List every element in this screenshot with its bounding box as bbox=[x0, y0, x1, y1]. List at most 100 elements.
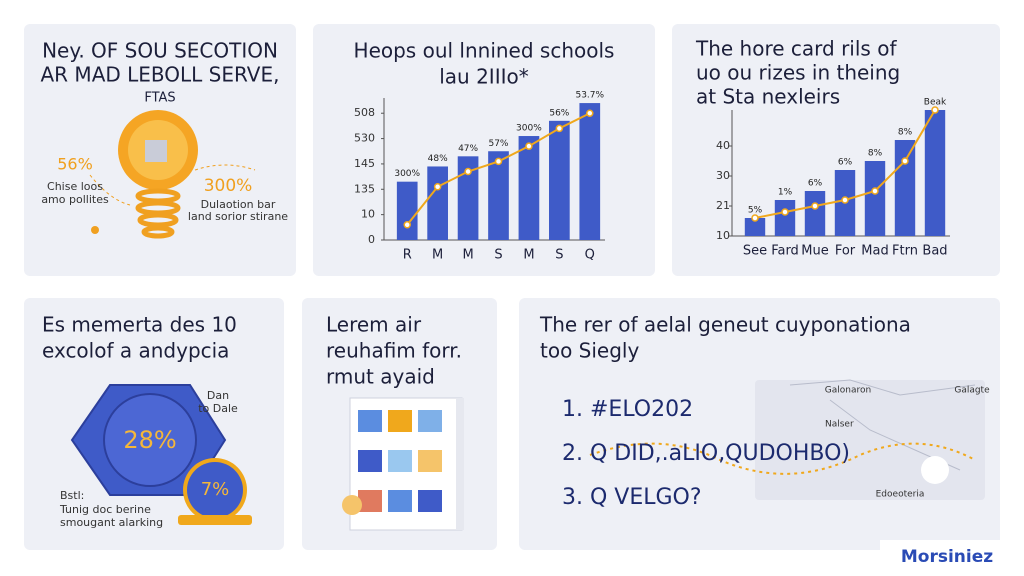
chart-subtitle: at Sta nexleirs bbox=[696, 85, 840, 109]
annotation: 8% bbox=[898, 128, 913, 138]
stat-value: 28% bbox=[123, 426, 176, 454]
footer-text: Bstl: bbox=[60, 489, 84, 502]
annotation: 6% bbox=[808, 179, 823, 189]
footer-text: Tunig doc berine bbox=[59, 503, 151, 516]
x-tick-label: Ftrn bbox=[892, 244, 918, 259]
book-icon bbox=[342, 397, 464, 531]
y-tick-label: 40 bbox=[716, 139, 730, 152]
y-tick-label: 135 bbox=[354, 182, 375, 195]
logo: Morsiniez bbox=[901, 547, 993, 567]
map-label: Galagte bbox=[954, 386, 990, 396]
annotation: 5% bbox=[748, 206, 763, 216]
card-title: AR MAD LEBOLL SERVE, bbox=[41, 63, 280, 87]
annotation: 53.7% bbox=[575, 91, 604, 101]
footer-text: smougant alarking bbox=[60, 516, 163, 529]
card-title: reuhafim forr. bbox=[326, 339, 462, 363]
annotation: 57% bbox=[488, 139, 508, 149]
y-tick-label: 508 bbox=[354, 106, 375, 119]
chart-title: The hore card rils of bbox=[695, 37, 897, 61]
bar bbox=[518, 136, 540, 240]
x-tick-label: For bbox=[835, 244, 856, 259]
card-title: rmut ayaid bbox=[326, 365, 435, 389]
bar bbox=[864, 161, 886, 236]
trend-point bbox=[433, 183, 442, 191]
x-tick-label: See bbox=[743, 244, 767, 259]
bar bbox=[804, 191, 826, 236]
annotation: 300% bbox=[394, 169, 420, 179]
x-tick-label: R bbox=[403, 248, 412, 263]
map-label: Galonaron bbox=[825, 386, 871, 396]
stat-value: 56% bbox=[57, 155, 93, 174]
x-tick-label: Bad bbox=[922, 244, 947, 259]
map-label: Edoeoteria bbox=[876, 490, 925, 500]
card-title: FTAS bbox=[144, 91, 175, 106]
x-tick-label: M bbox=[523, 248, 534, 263]
bar bbox=[579, 103, 601, 240]
lightbulb-icon bbox=[89, 110, 256, 239]
trend-point bbox=[901, 157, 909, 165]
bar bbox=[894, 140, 916, 236]
bar bbox=[396, 181, 418, 240]
y-tick-label: 21 bbox=[716, 199, 730, 212]
annotation: 8% bbox=[868, 149, 883, 159]
trend-point bbox=[586, 109, 594, 117]
card-title: excolof a andypcia bbox=[42, 339, 229, 363]
list-item: 1. #ELO202 bbox=[562, 397, 693, 422]
stat-text: land sorior stirane bbox=[188, 210, 288, 223]
y-tick-label: 0 bbox=[368, 233, 375, 246]
trend-point bbox=[464, 167, 472, 176]
trend-point bbox=[871, 187, 879, 195]
y-tick-label: 145 bbox=[354, 157, 375, 170]
hexagon-graphic bbox=[70, 384, 252, 525]
card-title: too Siegly bbox=[540, 339, 639, 363]
annotation: 6% bbox=[838, 158, 853, 168]
annotation: 48% bbox=[428, 154, 448, 164]
trend-point bbox=[555, 124, 564, 133]
card-title: The rer of aelal geneut cuyponationa bbox=[539, 313, 911, 337]
trend-point bbox=[931, 106, 939, 114]
stat-text: amo pollites bbox=[41, 193, 109, 206]
trend-point bbox=[811, 202, 819, 210]
x-tick-label: Q bbox=[585, 248, 595, 263]
y-tick-label: 10 bbox=[716, 229, 730, 242]
trend-point bbox=[403, 221, 411, 229]
card bbox=[672, 24, 1000, 276]
bar bbox=[744, 218, 766, 236]
trend-point bbox=[781, 208, 789, 216]
trend-point bbox=[525, 142, 533, 150]
list-item: 2. Q DID,.aLIO,QUDOHBO) bbox=[562, 441, 850, 466]
y-tick-label: 30 bbox=[716, 169, 730, 182]
chart-subtitle: lau 2IIIo* bbox=[439, 65, 529, 89]
annotation: Beak bbox=[924, 98, 947, 108]
card-title: Es memerta des 10 bbox=[42, 313, 237, 337]
map-graphic bbox=[589, 379, 985, 500]
note: Dan bbox=[207, 389, 229, 402]
bar bbox=[774, 200, 796, 236]
stat-text: Chise loos bbox=[47, 180, 103, 193]
bar bbox=[549, 120, 570, 240]
x-tick-label: Mad bbox=[861, 244, 888, 259]
y-tick-label: 10 bbox=[361, 208, 375, 221]
stat-text: Dulaotion bar bbox=[201, 198, 276, 211]
note: to Dale bbox=[198, 402, 238, 415]
x-tick-label: Mue bbox=[801, 244, 828, 259]
annotation: 47% bbox=[458, 144, 478, 154]
chart-title: Heops oul lnnined schools bbox=[354, 39, 615, 63]
stat-value: 300% bbox=[204, 176, 253, 196]
bar bbox=[457, 156, 479, 240]
list-item: 3. Q VELGO? bbox=[562, 485, 702, 510]
annotation: 300% bbox=[516, 124, 542, 134]
x-tick-label: M bbox=[432, 248, 443, 263]
x-tick-label: S bbox=[555, 248, 563, 263]
x-tick-label: M bbox=[462, 248, 473, 263]
y-tick-label: 530 bbox=[354, 132, 375, 145]
logo-box bbox=[880, 540, 1014, 572]
map-label: Nalser bbox=[825, 420, 854, 430]
stat-value: 7% bbox=[201, 479, 230, 500]
card-title: Lerem air bbox=[326, 313, 422, 337]
bar bbox=[488, 151, 509, 240]
bar bbox=[427, 166, 448, 240]
trend-point bbox=[494, 157, 503, 166]
card-title: Ney. OF SOU SECOTION bbox=[42, 39, 278, 63]
